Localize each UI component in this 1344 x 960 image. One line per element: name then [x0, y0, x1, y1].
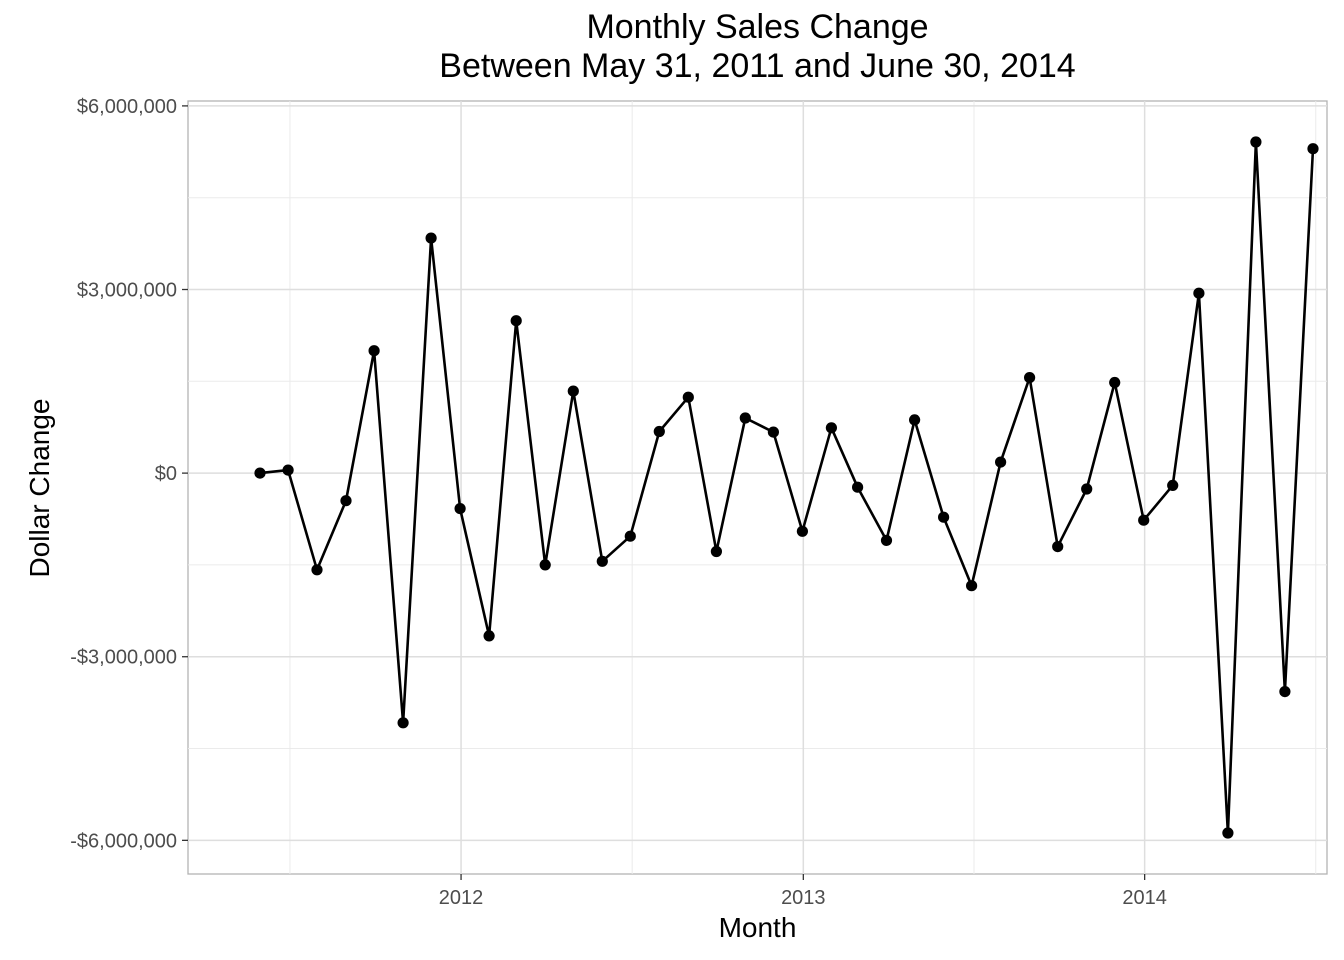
chart-title: Monthly Sales Change	[586, 8, 929, 46]
y-tick-label: -$3,000,000	[70, 647, 177, 669]
data-point	[567, 385, 579, 397]
data-point	[966, 580, 978, 592]
data-point	[483, 630, 495, 642]
data-point	[340, 495, 352, 507]
data-point	[1167, 479, 1179, 491]
data-point	[682, 391, 694, 403]
data-point	[1193, 287, 1205, 299]
data-point	[254, 467, 266, 479]
data-point	[368, 345, 380, 357]
plot-panel	[187, 100, 1328, 875]
data-point	[1109, 376, 1121, 389]
data-point	[1081, 483, 1093, 495]
data-point	[1138, 514, 1150, 526]
data-point	[710, 545, 723, 558]
data-point	[909, 414, 921, 426]
data-point	[796, 525, 809, 537]
x-tick-label: 2012	[439, 887, 484, 909]
y-axis: $6,000,000 $3,000,000 $0 -$3,000,000 -$6,000…	[70, 96, 188, 852]
data-point	[852, 481, 864, 493]
data-point	[596, 555, 608, 567]
data-point	[653, 425, 665, 438]
data-points	[254, 136, 1319, 839]
x-axis-title: Month	[718, 912, 797, 943]
data-point	[1279, 686, 1291, 698]
series-line	[259, 140, 1315, 835]
data-point	[938, 511, 950, 523]
minor-gridlines	[188, 101, 1327, 874]
data-point	[1307, 143, 1319, 155]
y-tick-label: -$6,000,000	[70, 830, 177, 852]
x-tick-label: 2013	[781, 887, 826, 909]
data-point	[1250, 136, 1262, 148]
data-point	[425, 232, 437, 244]
chart-subtitle: Between May 31, 2011 and June 30, 2014	[439, 47, 1076, 85]
data-point	[1024, 372, 1036, 384]
data-point	[1052, 541, 1064, 553]
data-point	[311, 564, 323, 576]
data-point	[880, 534, 893, 547]
x-tick-label: 2014	[1122, 887, 1167, 909]
y-tick-label: $6,000,000	[77, 96, 177, 118]
data-point	[767, 426, 780, 438]
y-tick-label: $0	[155, 463, 177, 485]
data-point	[1222, 827, 1234, 839]
data-point	[739, 412, 751, 424]
y-tick-label: $3,000,000	[77, 280, 177, 302]
major-gridlines	[188, 101, 1327, 874]
data-point	[282, 464, 294, 476]
data-point	[510, 315, 522, 327]
data-point	[624, 530, 636, 542]
x-axis: 2012 2013 2014	[439, 874, 1167, 909]
data-point	[995, 456, 1007, 468]
data-point	[397, 717, 409, 729]
data-point	[825, 422, 838, 434]
data-point	[539, 559, 551, 571]
data-point	[454, 503, 466, 515]
y-axis-title: Dollar Change	[24, 398, 55, 578]
